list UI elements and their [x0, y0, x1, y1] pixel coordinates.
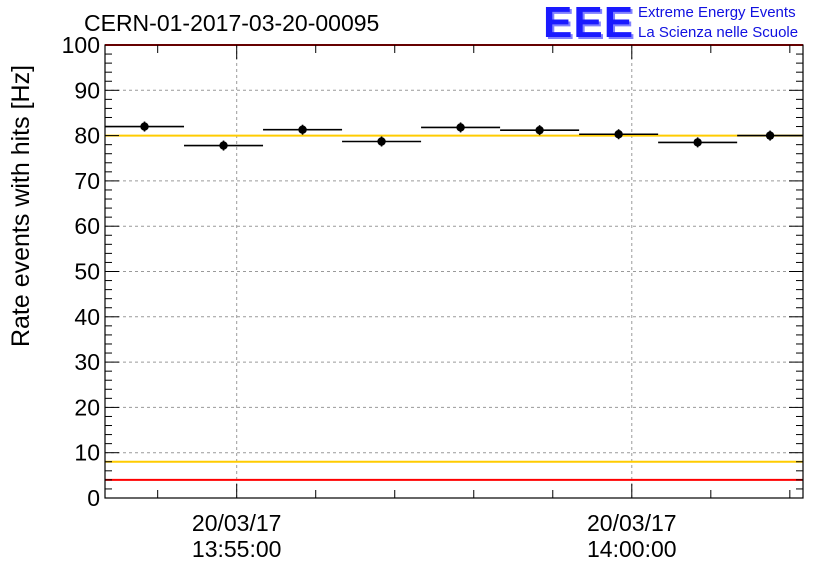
x-tick-date-label: 20/03/17 [587, 510, 677, 536]
y-tick-label: 30 [74, 349, 100, 375]
data-points [105, 121, 803, 151]
data-point-marker [693, 138, 702, 147]
data-point-marker [456, 123, 465, 132]
data-point-marker [219, 141, 228, 150]
logo-text-line2: La Scienza nelle Scuole [638, 24, 799, 41]
y-tick-label: 100 [62, 32, 100, 58]
eee-logo: EEE [543, 0, 635, 47]
reference-lines [105, 44, 803, 481]
y-tick-label: 10 [74, 440, 100, 466]
grid-lines [105, 45, 803, 498]
data-point-marker [614, 130, 623, 139]
data-point-marker [298, 125, 307, 134]
y-axis-label: Rate events with hits [Hz] [7, 65, 35, 347]
y-tick-labels: 0 10 20 30 40 50 60 70 80 90 100 [62, 32, 100, 511]
y-tick-label: 20 [74, 394, 100, 420]
x-tick-time-label: 13:55:00 [192, 536, 282, 562]
data-point-marker [535, 125, 544, 135]
y-tick-label: 0 [87, 485, 100, 511]
chart-title: CERN-01-2017-03-20-00095 [84, 10, 380, 36]
y-tick-label: 80 [74, 123, 100, 149]
y-tick-label: 50 [74, 259, 100, 285]
data-point-marker [377, 137, 386, 146]
data-point-marker [140, 122, 149, 131]
data-point-marker [765, 131, 775, 140]
y-tick-label: 90 [74, 77, 100, 103]
y-tick-label: 70 [74, 168, 100, 194]
x-tick-date-label: 20/03/17 [192, 510, 282, 536]
y-tick-label: 40 [74, 304, 100, 330]
y-tick-label: 60 [74, 213, 100, 239]
x-tick-time-label: 14:00:00 [587, 536, 677, 562]
logo-text-line1: Extreme Energy Events [638, 4, 796, 21]
